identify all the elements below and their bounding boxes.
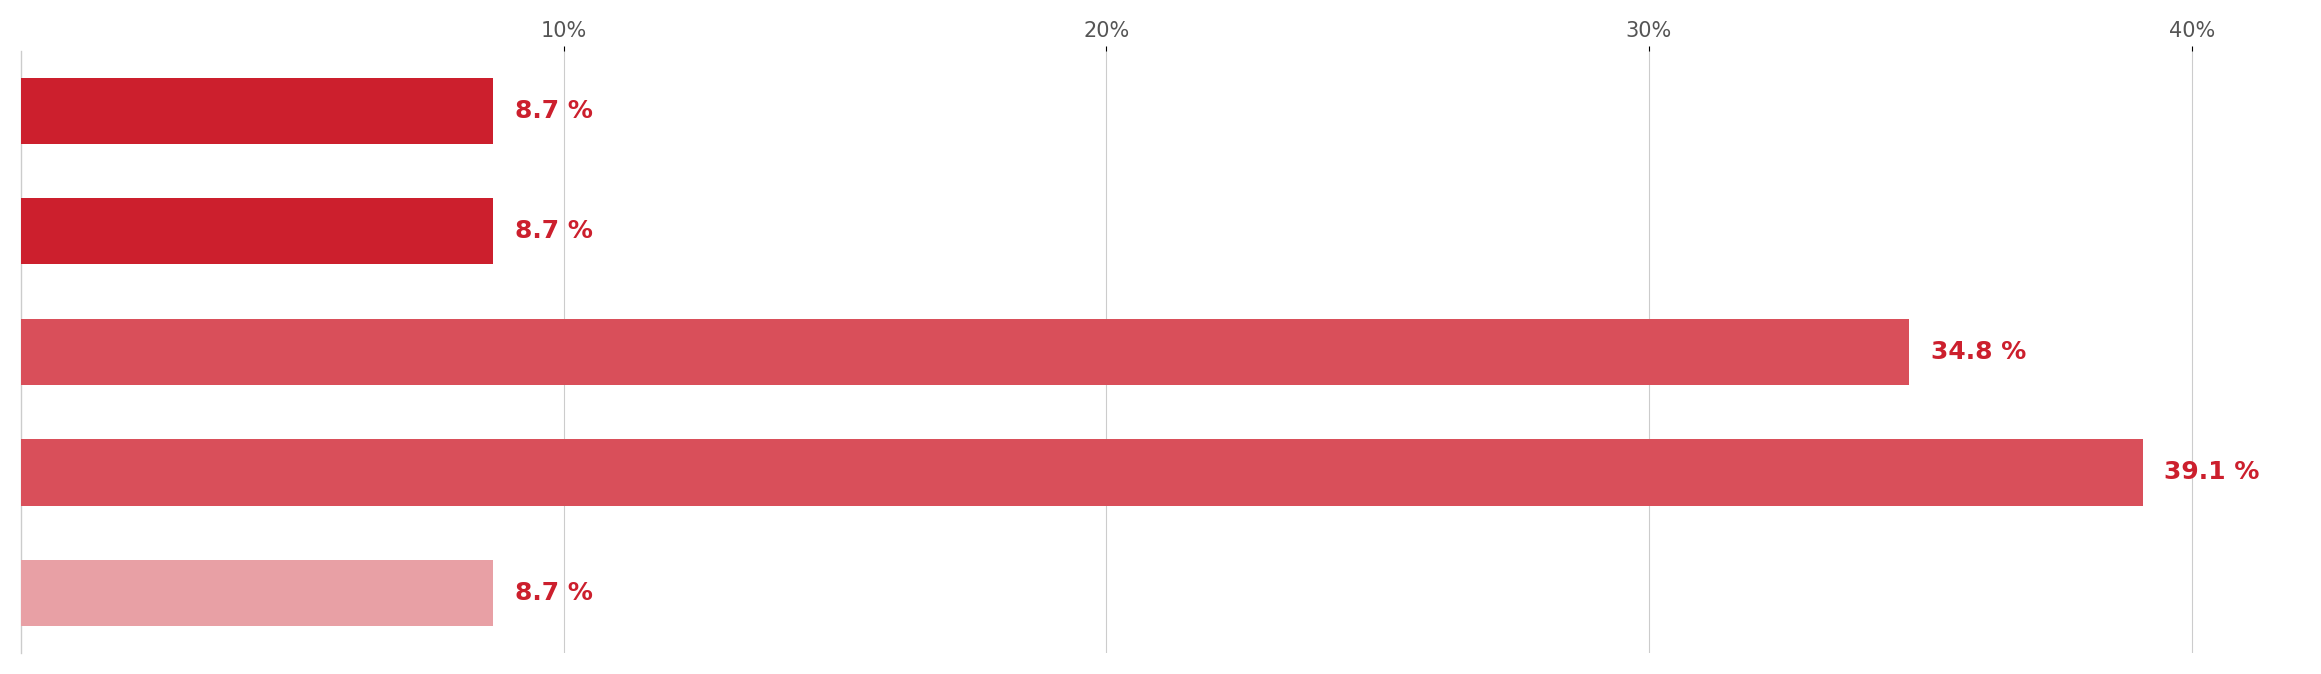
Text: 8.7 %: 8.7 % bbox=[515, 581, 592, 605]
Text: 8.7 %: 8.7 % bbox=[515, 219, 592, 243]
Text: 8.7 %: 8.7 % bbox=[515, 99, 592, 123]
Bar bbox=[21, 198, 492, 264]
Bar bbox=[21, 439, 2142, 506]
Bar bbox=[21, 78, 492, 144]
Bar bbox=[21, 319, 1910, 385]
Bar bbox=[21, 560, 492, 626]
Text: 39.1 %: 39.1 % bbox=[2165, 460, 2261, 485]
Text: 34.8 %: 34.8 % bbox=[1931, 340, 2026, 364]
